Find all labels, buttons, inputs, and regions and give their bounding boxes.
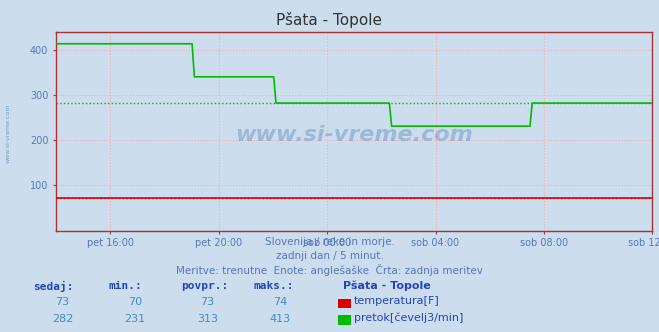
Text: maks.:: maks.:	[254, 281, 294, 290]
Text: zadnji dan / 5 minut.: zadnji dan / 5 minut.	[275, 251, 384, 261]
Text: Slovenija / reke in morje.: Slovenija / reke in morje.	[264, 237, 395, 247]
Text: 413: 413	[270, 314, 291, 324]
Text: povpr.:: povpr.:	[181, 281, 229, 290]
Text: 73: 73	[55, 297, 70, 307]
Text: 74: 74	[273, 297, 287, 307]
Text: Pšata - Topole: Pšata - Topole	[277, 12, 382, 28]
Text: pretok[čevelj3/min]: pretok[čevelj3/min]	[354, 313, 463, 323]
Text: www.si-vreme.com: www.si-vreme.com	[5, 103, 11, 163]
Text: 313: 313	[197, 314, 218, 324]
Text: Meritve: trenutne  Enote: anglešaške  Črta: zadnja meritev: Meritve: trenutne Enote: anglešaške Črta…	[176, 264, 483, 276]
Text: www.si-vreme.com: www.si-vreme.com	[235, 125, 473, 145]
Text: 73: 73	[200, 297, 215, 307]
Text: sedaj:: sedaj:	[33, 281, 73, 291]
Text: 70: 70	[128, 297, 142, 307]
Text: Pšata - Topole: Pšata - Topole	[343, 281, 430, 291]
Text: temperatura[F]: temperatura[F]	[354, 296, 440, 306]
Text: 282: 282	[52, 314, 73, 324]
Text: min.:: min.:	[109, 281, 142, 290]
Text: 231: 231	[125, 314, 146, 324]
